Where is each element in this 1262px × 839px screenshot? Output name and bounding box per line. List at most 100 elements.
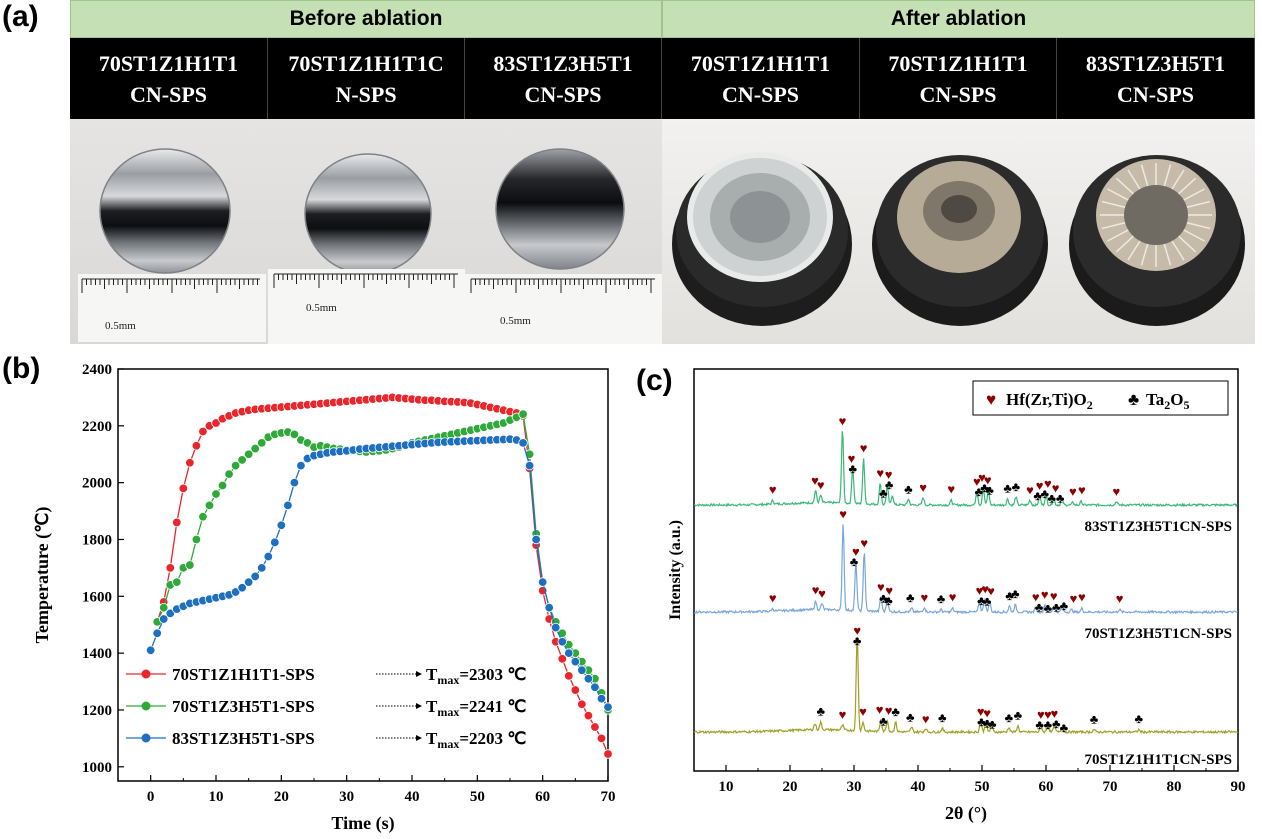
data-point	[172, 517, 182, 528]
legend: 70ST1Z1H1T1-SPS Tmax=2303 ℃ 70ST1Z3H5T1-SP…	[126, 665, 526, 751]
hf-zr-ti-o2-marker: ♥	[1041, 587, 1049, 602]
data-point	[243, 449, 254, 459]
ta2o5-marker: ♣	[977, 714, 986, 729]
legend-heart-symbol: ♥	[986, 390, 996, 409]
ta2o5-marker: ♣	[1056, 491, 1065, 506]
sample-label-6-line2: CN-SPS	[1116, 81, 1194, 107]
xrd-pattern-line	[693, 639, 1239, 735]
hf-zr-ti-o2-marker: ♥	[1116, 591, 1124, 606]
y-tick-label: 1800	[82, 532, 112, 548]
xrd-pattern-line	[693, 431, 1238, 508]
data-point	[263, 551, 273, 562]
legend-tmax: Tmax=2241 ℃	[426, 697, 526, 719]
crack-line	[1183, 229, 1205, 242]
x-tick-label: 10	[719, 779, 734, 795]
hf-zr-ti-o2-marker: ♥	[817, 477, 825, 492]
hf-zr-ti-o2-marker: ♥	[860, 535, 868, 550]
crack-line	[1178, 235, 1197, 253]
legend-label: Ta2O5	[1146, 390, 1190, 412]
ta2o5-marker: ♣	[879, 485, 888, 500]
photo-after-2	[860, 119, 1057, 344]
ta2o5-marker: ♣	[1044, 717, 1053, 732]
ablated-sample-illustration	[1069, 155, 1245, 326]
data-point	[570, 685, 581, 695]
crack-line	[1186, 200, 1211, 208]
hf-zr-ti-o2-marker: ♥	[987, 584, 995, 599]
crack-line	[1107, 229, 1129, 242]
data-point	[145, 645, 156, 655]
legend-club-symbol: ♣	[1128, 390, 1139, 409]
series-label: 70ST1Z3H5T1CN-SPS	[1084, 626, 1232, 642]
data-point	[603, 702, 613, 712]
hf-zr-ti-o2-marker: ♥	[1032, 590, 1040, 605]
series-group: 83ST1Z3H5T1CN-SPS 70ST1Z3H5T1CN-SPS 70ST1Z…	[693, 431, 1239, 768]
crack-line	[1163, 243, 1172, 266]
hf-zr-ti-o2-marker: ♥	[1069, 484, 1077, 499]
ta2o5-marker: ♣	[1135, 711, 1144, 726]
data-point	[289, 429, 300, 440]
y-axis-label: Temperature (℃)	[32, 507, 53, 644]
hf-zr-ti-o2-marker: ♥	[1078, 482, 1086, 497]
legend-tmax: Tmax=2303 ℃	[426, 665, 526, 687]
axes: 10 20 30 40 50 60 70 80 90	[693, 765, 1246, 795]
data-point	[564, 671, 574, 681]
data-point	[211, 489, 221, 499]
data-point	[191, 441, 202, 451]
x-tick-label: 20	[274, 789, 289, 805]
sample-label-2: 70ST1Z1H1T1C N-SPS	[268, 38, 465, 119]
ta2o5-marker: ♣	[937, 591, 946, 606]
ta2o5-marker: ♣	[850, 554, 859, 569]
data-point	[172, 577, 182, 587]
header-after-ablation: After ablation	[662, 0, 1255, 38]
ta2o5-marker: ♣	[853, 633, 862, 648]
ta2o5-marker: ♣	[1005, 710, 1014, 725]
temperature-chart: 0 10 20 30 40 50 60 70 1000 1200 1400 1600 1800 2000 2…	[32, 362, 616, 834]
hf-zr-ti-o2-marker: ♥	[984, 473, 992, 488]
ta2o5-marker: ♣	[1047, 491, 1056, 506]
plot-frame	[117, 368, 609, 782]
sample-label-2-line2: N-SPS	[335, 81, 397, 107]
y-tick-label: 1400	[82, 646, 112, 662]
data-point	[583, 674, 594, 684]
hf-zr-ti-o2-marker: ♥	[839, 707, 847, 722]
hf-zr-ti-o2-marker: ♥	[839, 413, 847, 428]
legend-swatch-marker	[141, 669, 151, 679]
ta2o5-marker: ♣	[1035, 717, 1044, 732]
crack-line	[1163, 164, 1172, 187]
legend-swatch-marker	[141, 701, 151, 711]
x-tick-label: 10	[209, 789, 224, 805]
ta2o5-marker: ♣	[938, 710, 947, 725]
data-point	[551, 622, 561, 633]
data-point	[204, 500, 215, 511]
data-point	[590, 722, 600, 732]
crack-line	[1115, 235, 1134, 253]
x-tick-label: 40	[405, 789, 420, 805]
x-tick-label: 40	[911, 779, 926, 795]
hf-zr-ti-o2-marker: ♥	[1026, 482, 1034, 497]
ta2o5-marker: ♣	[1044, 600, 1053, 615]
y-tick-label: 2000	[82, 476, 112, 492]
hf-zr-ti-o2-marker: ♥	[922, 711, 930, 726]
photo-before-2: 0.5mm	[268, 119, 465, 344]
data-point	[230, 587, 241, 597]
ta2o5-marker: ♣	[879, 714, 888, 729]
legend-arrow-head	[416, 671, 422, 677]
hf-zr-ti-o2-marker: ♥	[973, 474, 981, 489]
hf-zr-ti-o2-marker: ♥	[1113, 484, 1121, 499]
ruler-label: 0.5mm	[500, 315, 531, 327]
legend-label: 70ST1Z3H5T1-SPS	[172, 697, 315, 716]
ta2o5-marker: ♣	[848, 461, 857, 476]
ta2o5-marker: ♣	[1060, 720, 1069, 735]
data-point	[257, 438, 267, 448]
data-point	[524, 460, 535, 471]
crack-line	[1140, 164, 1149, 187]
hf-zr-ti-o2-marker: ♥	[769, 482, 777, 497]
legend-box	[972, 380, 1229, 416]
crack-line	[1101, 222, 1126, 230]
legend-arrow-head	[416, 735, 422, 741]
sample-disc-illustration: 0.5mm	[465, 148, 662, 344]
data-point	[191, 534, 202, 545]
data-point	[159, 614, 169, 624]
data-point	[596, 733, 607, 744]
hf-zr-ti-o2-marker: ♥	[1070, 591, 1078, 606]
